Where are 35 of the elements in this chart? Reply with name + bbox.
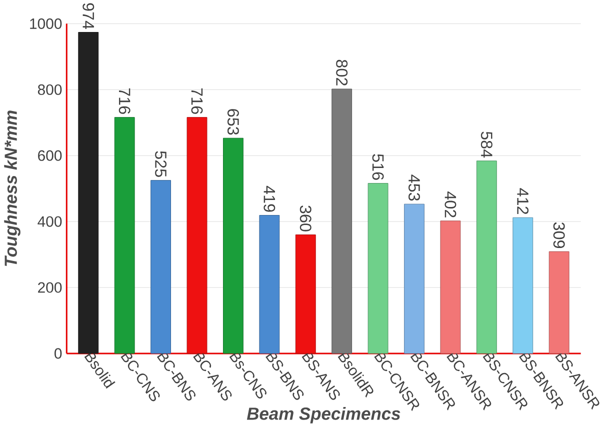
data-label: 653 bbox=[227, 108, 239, 134]
data-label: 974 bbox=[82, 3, 94, 29]
bar bbox=[332, 88, 352, 354]
data-label: 716 bbox=[191, 88, 203, 114]
data-label: 802 bbox=[336, 60, 348, 86]
bar bbox=[295, 234, 316, 354]
bar bbox=[186, 116, 208, 354]
bar bbox=[223, 138, 244, 354]
bar bbox=[150, 180, 171, 354]
bar bbox=[114, 116, 135, 354]
data-label: 402 bbox=[444, 191, 456, 218]
data-label: 360 bbox=[300, 205, 312, 232]
y-tick-label: 1000 bbox=[30, 18, 62, 29]
bar bbox=[404, 204, 424, 354]
data-label: 412 bbox=[517, 188, 529, 214]
bar bbox=[78, 32, 99, 354]
bar bbox=[368, 182, 388, 354]
y-tick-label: 600 bbox=[38, 150, 62, 161]
bar bbox=[548, 251, 570, 354]
data-label: 309 bbox=[553, 222, 565, 248]
y-axis-title: Toughness kN*mm bbox=[4, 110, 20, 266]
data-label: 516 bbox=[372, 154, 384, 180]
data-label: 453 bbox=[408, 174, 420, 200]
y-tick-label: 400 bbox=[38, 216, 62, 227]
data-label: 525 bbox=[155, 150, 167, 177]
bar bbox=[476, 160, 497, 354]
data-label: 716 bbox=[118, 88, 130, 114]
bar bbox=[512, 217, 534, 354]
bar bbox=[259, 214, 280, 354]
y-tick-label: 800 bbox=[38, 84, 62, 95]
bar bbox=[440, 220, 461, 354]
y-tick-label: 200 bbox=[38, 282, 62, 293]
data-label: 419 bbox=[264, 186, 276, 212]
y-tick-label: 0 bbox=[54, 348, 62, 359]
data-label: 584 bbox=[480, 132, 492, 158]
